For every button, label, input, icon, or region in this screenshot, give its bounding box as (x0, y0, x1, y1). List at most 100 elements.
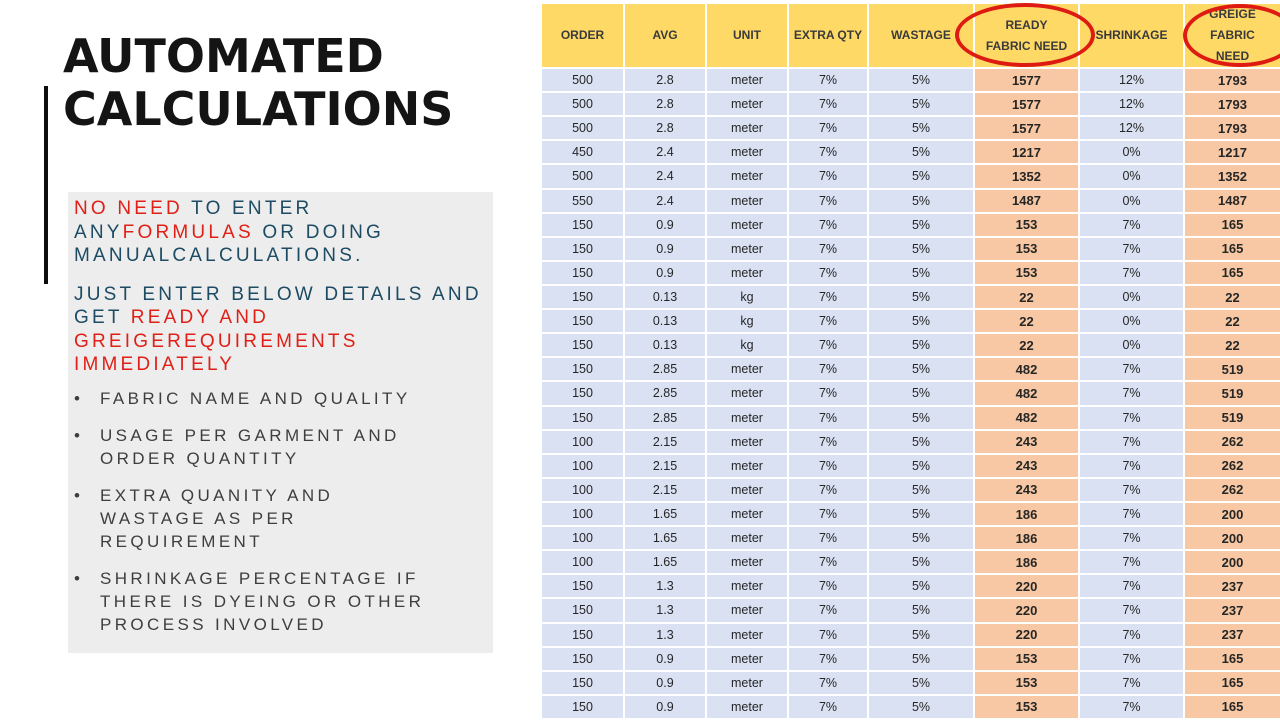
table-row: 500 2.8 meter 7% 5% 1577 12% 1793 (540, 66, 1280, 94)
table-row: 550 2.4 meter 7% 5% 1487 0% 1487 (540, 187, 1280, 214)
table-cell: meter (705, 139, 789, 166)
table-cell: 100 (540, 452, 625, 479)
intro-paragraph-2: JUST ENTER BELOW DETAILS AND GET READY A… (74, 283, 491, 377)
table-cell: 519 (1183, 356, 1280, 383)
bullet-marker: • (74, 485, 84, 505)
table-body: 500 2.8 meter 7% 5% 1577 12% 1793 500 2.8 meter 7% 5… (540, 66, 1280, 720)
table-cell: 7% (787, 669, 869, 696)
table-cell: 0.9 (623, 235, 707, 262)
table-cell: 100 (540, 525, 625, 552)
text-panel: NO NEED TO ENTER ANYFORMULAS OR DOING MA… (68, 192, 493, 653)
table-cell: 5% (867, 669, 975, 696)
table-cell: 5% (867, 91, 975, 118)
table-cell: 150 (540, 669, 625, 696)
table-cell: 7% (1078, 669, 1185, 696)
table-row: 450 2.4 meter 7% 5% 1217 0% 1217 (540, 139, 1280, 166)
table-cell: 22 (973, 283, 1080, 311)
table-cell: 186 (973, 549, 1080, 576)
intro2-text: JUST ENTER BELOW DETAILS (74, 283, 425, 305)
bullet-line: SHRINKAGE PERCENTAGE IF (100, 568, 419, 588)
table-cell: meter (705, 573, 789, 600)
table-cell: 7% (1078, 404, 1185, 431)
table-cell: 500 (540, 91, 625, 118)
table-cell: 2.15 (623, 476, 707, 503)
ready-need-highlight-ellipse (955, 3, 1095, 67)
greige-need-highlight-ellipse (1183, 4, 1280, 67)
table-cell: 186 (973, 525, 1080, 552)
table-cell: 220 (973, 573, 1080, 600)
table-cell: kg (705, 332, 789, 359)
table-row: 100 2.15 meter 7% 5% 243 7% 262 (540, 452, 1280, 479)
table-cell: 1.65 (623, 525, 707, 552)
table-cell: 7% (787, 645, 869, 672)
table-cell: 7% (787, 549, 869, 576)
table-cell: 5% (867, 452, 975, 479)
table-cell: kg (705, 283, 789, 311)
table-cell: 2.85 (623, 404, 707, 431)
table-cell: 2.4 (623, 139, 707, 166)
table-cell: 165 (1183, 669, 1280, 696)
table-cell: 5% (867, 597, 975, 624)
table-row: 150 0.9 meter 7% 5% 153 7% 165 (540, 259, 1280, 286)
table-cell: 7% (787, 115, 869, 142)
table-cell: 200 (1183, 500, 1280, 528)
table-row: 150 1.3 meter 7% 5% 220 7% 237 (540, 573, 1280, 600)
calc-table-container: ORDER AVG UNIT EXTRA QTY WASTAGE READY F… (540, 2, 1280, 720)
table-cell: meter (705, 91, 789, 118)
table-cell: 2.85 (623, 380, 707, 407)
table-cell: 500 (540, 115, 625, 142)
table-cell: 165 (1183, 235, 1280, 262)
table-cell: 153 (973, 259, 1080, 286)
table-cell: 7% (787, 259, 869, 286)
table-row: 150 0.9 meter 7% 5% 153 7% 165 (540, 645, 1280, 672)
table-cell: 5% (867, 380, 975, 407)
table-cell: 0.9 (623, 259, 707, 286)
table-cell: 7% (1078, 356, 1185, 383)
table-cell: 12% (1078, 115, 1185, 142)
table-cell: 7% (1078, 500, 1185, 528)
table-cell: meter (705, 259, 789, 286)
table-cell: 1577 (973, 91, 1080, 118)
table-cell: 7% (1078, 211, 1185, 238)
table-cell: 2.15 (623, 428, 707, 455)
col-header-shrinkage: SHRINKAGE (1078, 2, 1185, 69)
table-cell: 262 (1183, 476, 1280, 503)
table-cell: 7% (787, 283, 869, 311)
table-cell: 7% (787, 573, 869, 600)
table-cell: 150 (540, 621, 625, 648)
table-row: 150 2.85 meter 7% 5% 482 7% 519 (540, 380, 1280, 407)
table-cell: 0.9 (623, 669, 707, 696)
table-cell: 150 (540, 259, 625, 286)
table-cell: 22 (973, 308, 1080, 335)
bullet-line: PROCESS INVOLVED (100, 614, 327, 634)
table-row: 500 2.8 meter 7% 5% 1577 12% 1793 (540, 91, 1280, 118)
table-cell: 7% (787, 211, 869, 238)
table-cell: 1352 (1183, 163, 1280, 190)
table-cell: 5% (867, 693, 975, 720)
table-row: 150 0.13 kg 7% 5% 22 0% 22 (540, 332, 1280, 359)
table-cell: 5% (867, 187, 975, 214)
table-cell: 1.65 (623, 549, 707, 576)
table-cell: 150 (540, 211, 625, 238)
table-cell: meter (705, 693, 789, 720)
table-cell: 7% (787, 163, 869, 190)
table-cell: 5% (867, 621, 975, 648)
table-cell: 7% (787, 139, 869, 166)
list-item: • EXTRA QUANITY AND WASTAGE AS PER REQUI… (74, 484, 491, 553)
table-cell: 237 (1183, 621, 1280, 648)
table-row: 100 1.65 meter 7% 5% 186 7% 200 (540, 500, 1280, 528)
table-cell: 1487 (973, 187, 1080, 214)
table-cell: 5% (867, 259, 975, 286)
table-cell: 22 (1183, 332, 1280, 359)
table-cell: meter (705, 66, 789, 94)
table-cell: 165 (1183, 211, 1280, 238)
table-cell: 165 (1183, 693, 1280, 720)
intro2-highlight: READY AND GREIGE (74, 307, 270, 352)
table-cell: 0% (1078, 332, 1185, 359)
table-cell: 5% (867, 332, 975, 359)
bullet-line: EXTRA QUANITY AND (100, 485, 334, 505)
intro2-text: AND GET (74, 283, 482, 329)
table-cell: 1.3 (623, 597, 707, 624)
table-row: 500 2.4 meter 7% 5% 1352 0% 1352 (540, 163, 1280, 190)
table-cell: 2.15 (623, 452, 707, 479)
